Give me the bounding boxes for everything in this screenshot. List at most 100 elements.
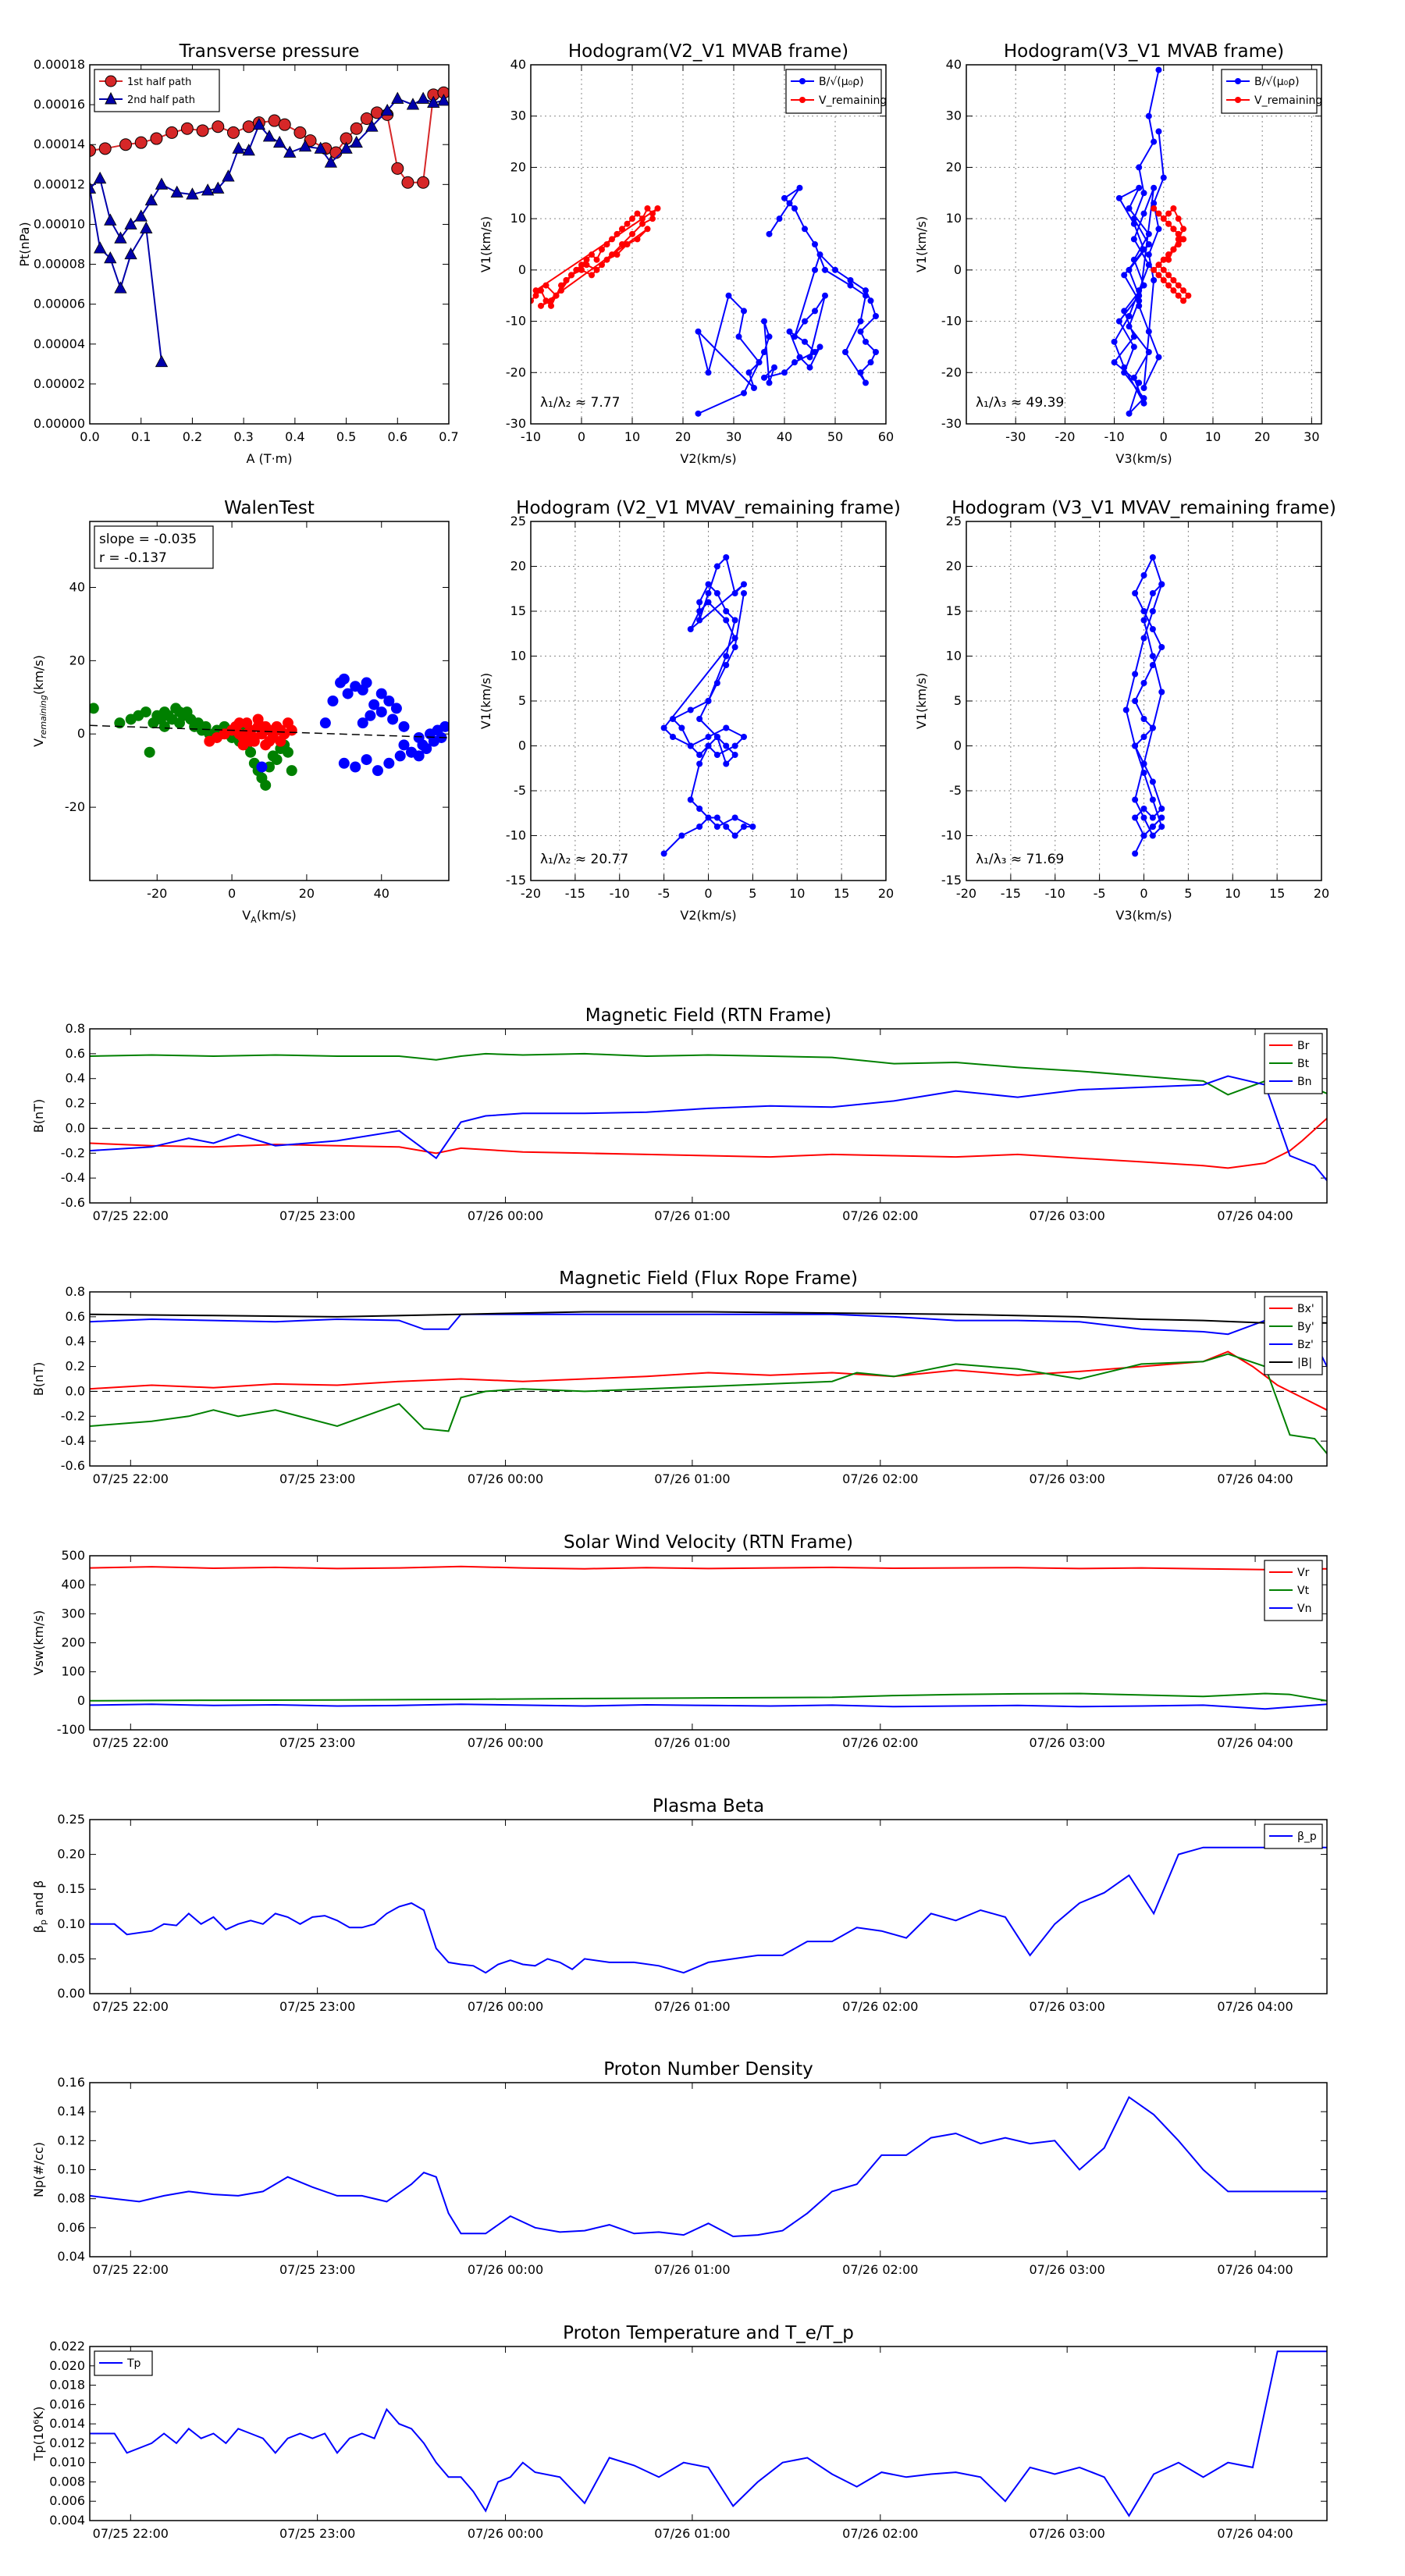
data-point	[391, 91, 404, 104]
series-line-Bt	[90, 1052, 1327, 1096]
data-point	[660, 850, 667, 857]
y-tick-label: 0.10	[57, 1916, 85, 1931]
x-tick-label: 0.4	[285, 429, 304, 444]
data-point	[713, 680, 720, 686]
y-tick-label: 25	[946, 514, 962, 528]
y-axis-label: B(nT)	[31, 1362, 46, 1396]
data-point	[104, 251, 117, 264]
data-point	[93, 241, 107, 254]
data-point	[1185, 292, 1192, 299]
data-point	[713, 752, 720, 758]
legend-marker	[105, 91, 117, 105]
y-axis-label: Np(#/cc)	[31, 2142, 46, 2197]
y-tick-label: 0.00	[57, 1986, 85, 2001]
chart-title: Hodogram(V2_V1 MVAB frame)	[568, 41, 848, 62]
legend-label: Bt	[1297, 1058, 1310, 1070]
plot-frame	[89, 2346, 1328, 2521]
y-tick-label: 0.00016	[34, 97, 85, 112]
data-point	[1126, 205, 1133, 212]
legend-label: |B|	[1297, 1357, 1312, 1369]
data-point	[531, 297, 534, 304]
data-point	[361, 754, 372, 766]
series-line-Tp	[90, 2350, 1327, 2517]
x-tick-label: 07/26 04:00	[1217, 2526, 1293, 2541]
chart-vsw: Solar Wind Velocity (RTN Frame) 07/25 22:…	[31, 1532, 1328, 1750]
data-point	[1170, 277, 1177, 283]
x-tick-label: 20	[878, 886, 894, 901]
data-point	[731, 644, 738, 650]
x-tick-label: -15	[1001, 886, 1021, 901]
y-tick-label: 400	[61, 1577, 85, 1592]
data-point	[705, 590, 712, 596]
data-point	[380, 103, 394, 116]
data-point	[583, 256, 590, 263]
data-point	[1136, 379, 1143, 386]
data-point	[298, 139, 312, 152]
x-tick-label: 15	[1269, 886, 1285, 901]
data-point	[816, 343, 823, 350]
y-tick-label: 0.00006	[34, 297, 85, 311]
series-line-V_remaining	[531, 207, 659, 308]
legend-label: Vn	[1297, 1603, 1311, 1615]
data-point	[1151, 277, 1158, 283]
data-point	[644, 205, 651, 212]
y-tick-label: 20	[946, 159, 962, 174]
data-point	[1132, 671, 1139, 678]
data-point	[314, 141, 327, 154]
x-tick-label: -15	[565, 886, 585, 901]
legend-label: Tp	[126, 2357, 141, 2370]
y-tick-label: 0.00018	[34, 57, 85, 72]
data-point	[696, 617, 703, 624]
data-point	[144, 193, 158, 206]
data-point	[398, 720, 410, 732]
data-point	[391, 162, 404, 175]
data-point	[1136, 297, 1143, 304]
plot-frame	[89, 1291, 1328, 1467]
y-tick-label: 0.0	[66, 1383, 85, 1398]
data-point	[593, 256, 600, 263]
y-tick-label: 0.8	[66, 1021, 85, 1036]
y-tick-label: 0.25	[57, 1812, 85, 1827]
data-point	[1145, 349, 1152, 355]
x-tick-label: 07/25 22:00	[93, 2262, 169, 2277]
data-point	[786, 328, 793, 335]
x-tick-label: 0.5	[336, 429, 356, 444]
data-point	[1149, 824, 1156, 830]
data-point	[723, 653, 730, 660]
data-point	[791, 205, 798, 212]
data-point	[857, 369, 864, 376]
data-point	[196, 124, 209, 137]
legend-marker	[799, 97, 806, 103]
data-point	[124, 217, 137, 229]
data-point	[842, 349, 848, 355]
data-point	[350, 122, 363, 135]
data-point	[201, 183, 215, 196]
data-point	[1140, 572, 1147, 578]
data-point	[629, 215, 635, 222]
data-point	[124, 247, 137, 260]
data-point	[1149, 554, 1156, 560]
data-point	[749, 824, 756, 830]
data-point	[1175, 215, 1182, 222]
y-tick-label: 0.022	[49, 2339, 85, 2354]
y-tick-label: -5	[949, 783, 962, 798]
legend-label: 1st half path	[127, 76, 191, 88]
data-point	[696, 716, 703, 722]
data-point	[1130, 256, 1137, 263]
x-tick-label: 07/25 22:00	[93, 1208, 169, 1223]
y-tick-label: 0.00010	[34, 216, 85, 231]
data-point	[639, 215, 646, 222]
y-tick-label: -5	[514, 783, 526, 798]
y-tick-label: 0.16	[57, 2075, 85, 2090]
data-point	[802, 226, 808, 233]
data-point	[1145, 241, 1152, 247]
y-tick-label: -100	[57, 1722, 85, 1737]
data-point	[1155, 262, 1162, 269]
data-point	[90, 181, 97, 194]
data-point	[279, 728, 290, 740]
y-tick-label: -10	[941, 828, 962, 843]
y-tick-label: -20	[941, 365, 962, 379]
data-point	[599, 262, 605, 269]
data-point	[624, 220, 631, 227]
